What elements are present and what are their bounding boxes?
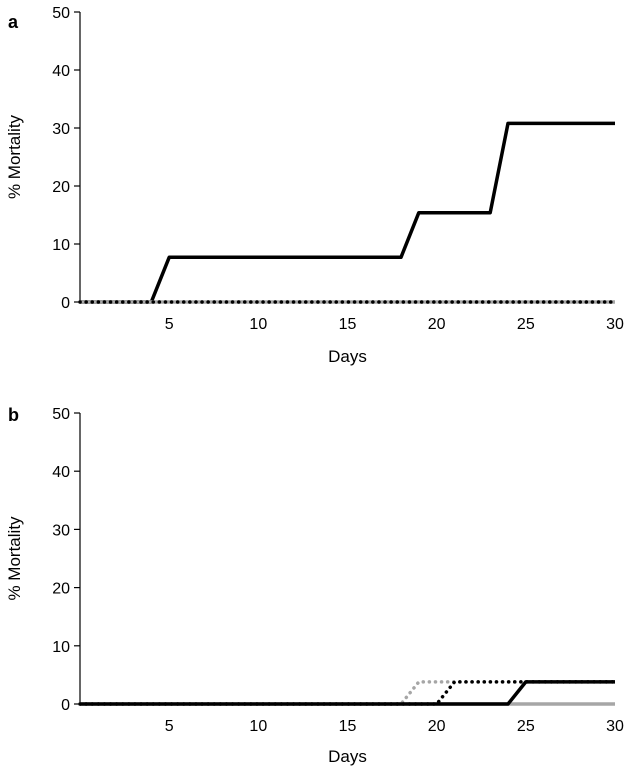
- panel-a-x-tick-label: 5: [165, 316, 174, 333]
- panel-b-letter: b: [8, 405, 19, 425]
- panel-a-x-tick-label: 25: [517, 316, 535, 333]
- panel-b-y-tick-label: 30: [52, 522, 70, 539]
- panel-b-x-tick-label: 15: [339, 718, 357, 735]
- panel-b-series-4-line: [80, 680, 615, 706]
- panel-b-y-tick-label: 10: [52, 639, 70, 656]
- panel-b-y-tick-label: 20: [52, 581, 70, 598]
- panel-b-x-axis-label: Days: [328, 747, 367, 766]
- panel-a-y-tick-label: 0: [61, 295, 70, 312]
- panel-b-chart: b 0 10 20 30 40 50 5 10 15 20 25 30 Days % Mortality: [5, 405, 624, 766]
- panel-a-y-tick-label: 10: [52, 237, 70, 254]
- panel-a-x-tick-label: 15: [339, 316, 357, 333]
- panel-b-y-tick-label: 0: [61, 697, 70, 714]
- panel-a-y-tick-label: 30: [52, 121, 70, 138]
- panel-a-x-tick-label: 20: [428, 316, 446, 333]
- panel-b-y-tick-label: 40: [52, 464, 70, 481]
- panel-b-x-tick-label: 10: [249, 718, 267, 735]
- panel-a-letter: a: [8, 12, 19, 32]
- panel-b-y-axis-label: % Mortality: [5, 516, 24, 601]
- panel-a-x-tick-label: 30: [606, 316, 624, 333]
- panel-b-y-tick-label: 50: [52, 406, 70, 423]
- panel-a-x-axis-label: Days: [328, 347, 367, 366]
- panel-b-series-2-line: [78, 680, 617, 706]
- panel-a-series-1-line: [80, 121, 615, 304]
- panel-b-x-tick-label: 20: [428, 718, 446, 735]
- panel-b-x-tick-label: 30: [606, 718, 624, 735]
- panel-a-chart: a 0 10 20 30 40 50 5 10 15 20 25 30 Days % Mortality: [5, 5, 624, 366]
- panel-a-x-tick-label: 10: [249, 316, 267, 333]
- panel-a-y-tick-label: 20: [52, 179, 70, 196]
- panel-b-x-tick-label: 5: [165, 718, 174, 735]
- panel-b-x-tick-label: 25: [517, 718, 535, 735]
- panel-a-y-tick-label: 50: [52, 5, 70, 22]
- panel-a-y-tick-label: 40: [52, 63, 70, 80]
- panel-a-y-axis-label: % Mortality: [5, 114, 24, 199]
- panel-b-series-3-line: [78, 680, 617, 706]
